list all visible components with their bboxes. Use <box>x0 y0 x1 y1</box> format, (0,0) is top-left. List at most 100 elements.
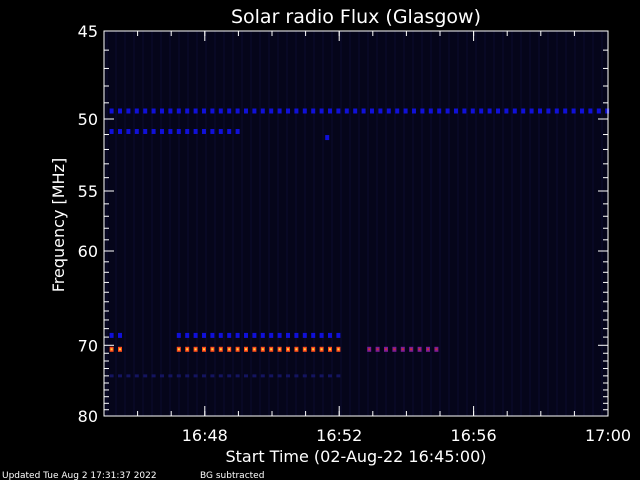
emission-pixel <box>168 374 173 378</box>
emission-pixel <box>227 128 232 134</box>
emission-pixel <box>218 128 223 134</box>
background-noise-column <box>394 31 396 416</box>
y-tick-label: 55 <box>78 182 98 201</box>
background-noise-column <box>214 31 216 416</box>
background-noise-column <box>475 31 477 416</box>
y-tick-label: 45 <box>78 22 98 41</box>
emission-pixel <box>260 332 265 338</box>
emission-pixel <box>176 108 181 114</box>
emission-pixel <box>277 332 282 338</box>
background-noise-column <box>529 31 531 416</box>
emission-pixel-core <box>418 348 421 351</box>
emission-pixel <box>311 332 316 338</box>
emission-band <box>109 332 122 338</box>
emission-pixel <box>302 374 307 378</box>
emission-band <box>109 346 122 352</box>
emission-pixel <box>109 374 114 378</box>
background-noise-column <box>349 31 351 416</box>
background-noise-column <box>601 31 603 416</box>
emission-pixel <box>277 108 282 114</box>
emission-pixel <box>218 332 223 338</box>
emission-pixel <box>294 374 299 378</box>
emission-band <box>176 346 341 352</box>
emission-pixel <box>109 332 114 338</box>
emission-pixel-core <box>186 348 189 351</box>
emission-pixel <box>210 108 215 114</box>
emission-pixel-core <box>376 348 379 351</box>
x-axis-label: Start Time (02-Aug-22 16:45:00) <box>226 447 487 466</box>
emission-pixel <box>227 374 232 378</box>
emission-pixel <box>596 108 601 114</box>
emission-pixel <box>386 108 391 114</box>
emission-pixel <box>454 108 458 114</box>
emission-pixel <box>202 128 206 134</box>
emission-band <box>176 332 341 338</box>
emission-band <box>325 135 330 141</box>
emission-pixel <box>445 108 450 114</box>
background-noise-column <box>403 31 405 416</box>
emission-pixel-core <box>385 348 387 351</box>
background-noise-column <box>412 31 414 416</box>
emission-pixel <box>118 108 122 114</box>
x-tick-label: 16:48 <box>182 426 228 445</box>
background-noise-column <box>241 31 243 416</box>
emission-pixel <box>319 332 324 338</box>
emission-pixel <box>126 128 131 134</box>
emission-pixel <box>151 108 156 114</box>
emission-pixel <box>210 128 215 134</box>
emission-pixel <box>403 108 408 114</box>
emission-pixel <box>210 332 215 338</box>
background-noise-column <box>124 31 126 416</box>
plot-frame <box>103 30 609 417</box>
axes: 45 50 55 60 70 80 16:48 16:52 16:56 17:00 <box>78 22 631 445</box>
emission-pixel <box>235 374 240 378</box>
background-noise-column <box>439 31 441 416</box>
x-tick-label: 16:52 <box>316 426 362 445</box>
emission-pixel <box>328 374 332 378</box>
background-noise-column <box>520 31 522 416</box>
emission-pixel <box>487 108 492 114</box>
emission-pixel <box>571 108 576 114</box>
emission-band <box>109 108 610 114</box>
emission-pixel <box>143 374 148 378</box>
emission-pixel <box>353 108 358 114</box>
background-noise-column <box>574 31 576 416</box>
emission-pixel <box>235 108 240 114</box>
emission-pixel <box>286 332 290 338</box>
emission-pixel <box>420 108 425 114</box>
emission-pixel-core <box>236 348 239 351</box>
background-noise-column <box>493 31 495 416</box>
background-noise-column <box>547 31 549 416</box>
emission-pixel <box>269 108 274 114</box>
emission-pixel <box>302 108 307 114</box>
emission-pixel <box>428 108 433 114</box>
emission-pixel <box>294 332 299 338</box>
background-noise-column <box>187 31 189 416</box>
emission-pixel <box>336 374 341 378</box>
background-noise-column <box>448 31 450 416</box>
emission-pixel <box>244 374 248 378</box>
emission-pixel <box>344 108 349 114</box>
emission-pixel <box>311 108 316 114</box>
emission-pixel-core <box>203 348 205 351</box>
background-noise-column <box>484 31 486 416</box>
background-noise-column <box>358 31 360 416</box>
emission-band <box>109 128 240 134</box>
emission-pixel-core <box>295 348 298 351</box>
emission-pixel <box>319 374 324 378</box>
y-tick-label: 70 <box>78 336 98 355</box>
background-noise-column <box>367 31 369 416</box>
emission-pixel <box>260 108 265 114</box>
emission-pixel <box>185 128 190 134</box>
background-noise-column <box>295 31 297 416</box>
emission-pixel <box>109 128 114 134</box>
emission-pixel <box>328 332 332 338</box>
emission-pixel <box>193 332 198 338</box>
emission-pixel <box>554 108 559 114</box>
emission-pixel <box>134 374 139 378</box>
emission-pixel <box>252 332 257 338</box>
emission-pixel <box>160 108 164 114</box>
emission-pixel <box>580 108 584 114</box>
emission-pixel <box>227 332 232 338</box>
emission-pixel-core <box>368 348 371 351</box>
